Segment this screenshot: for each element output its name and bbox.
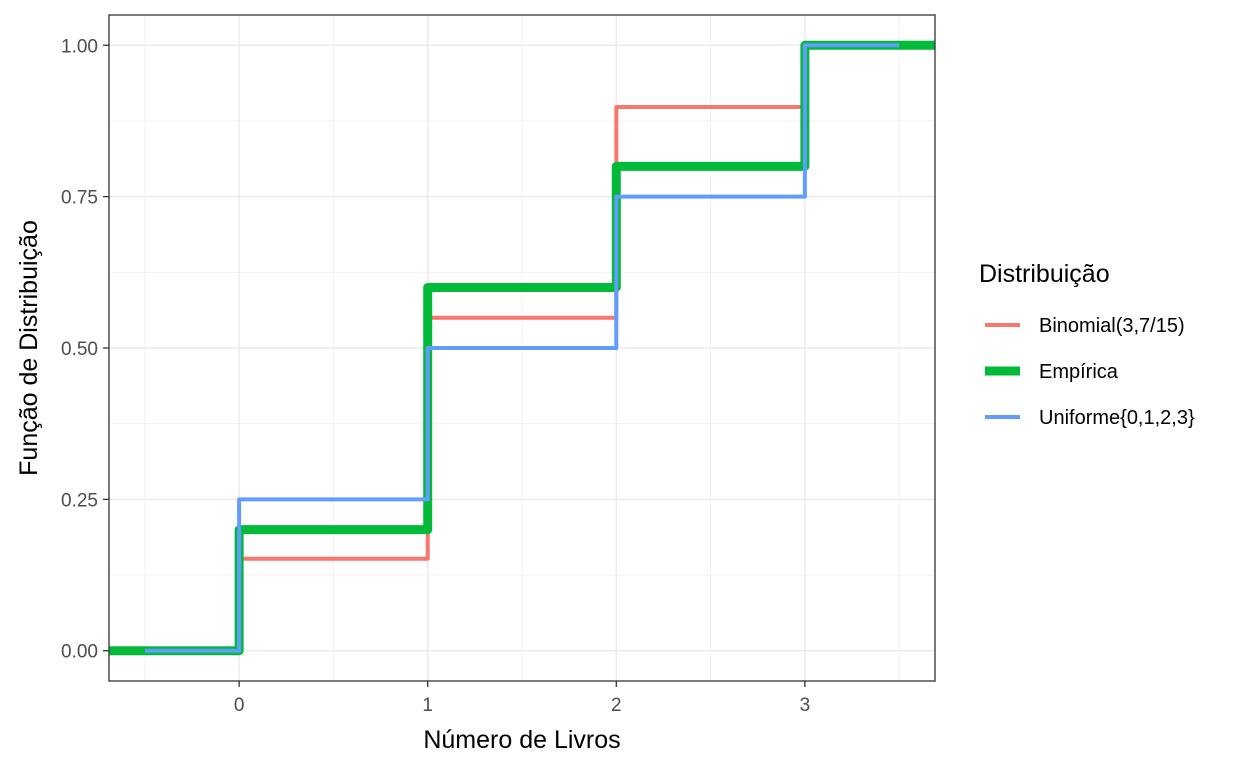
legend-label: Empírica xyxy=(1039,361,1119,383)
legend-items: Binomial(3,7/15) Empírica Uniforme{0,1,2,3… xyxy=(985,315,1195,429)
x-tick-label: 2 xyxy=(611,695,622,716)
y-axis-title: Função de Distribuição xyxy=(15,220,43,476)
y-tick-label: 0.00 xyxy=(61,642,98,663)
y-tick-label: 0.75 xyxy=(61,188,98,209)
legend-label: Binomial(3,7/15) xyxy=(1039,315,1185,337)
x-axis: 0 1 2 3 xyxy=(234,681,810,716)
x-tick-label: 0 xyxy=(234,695,245,716)
y-axis: 0.00 0.25 0.50 0.75 1.00 xyxy=(61,36,109,663)
y-tick-label: 1.00 xyxy=(61,36,98,57)
x-tick-label: 1 xyxy=(422,695,433,716)
y-tick-label: 0.25 xyxy=(61,490,98,511)
series-line-uniforme-0-1-2-3 xyxy=(144,43,900,653)
legend-label: Uniforme{0,1,2,3} xyxy=(1039,407,1195,429)
legend-title: Distribuição xyxy=(979,260,1110,288)
x-tick-label: 3 xyxy=(800,695,811,716)
legend: Distribuição Binomial(3,7/15) Empírica Uni… xyxy=(979,260,1195,429)
x-axis-title: Número de Livros xyxy=(423,726,620,754)
y-tick-label: 0.50 xyxy=(61,339,98,360)
series-layer xyxy=(109,40,935,656)
